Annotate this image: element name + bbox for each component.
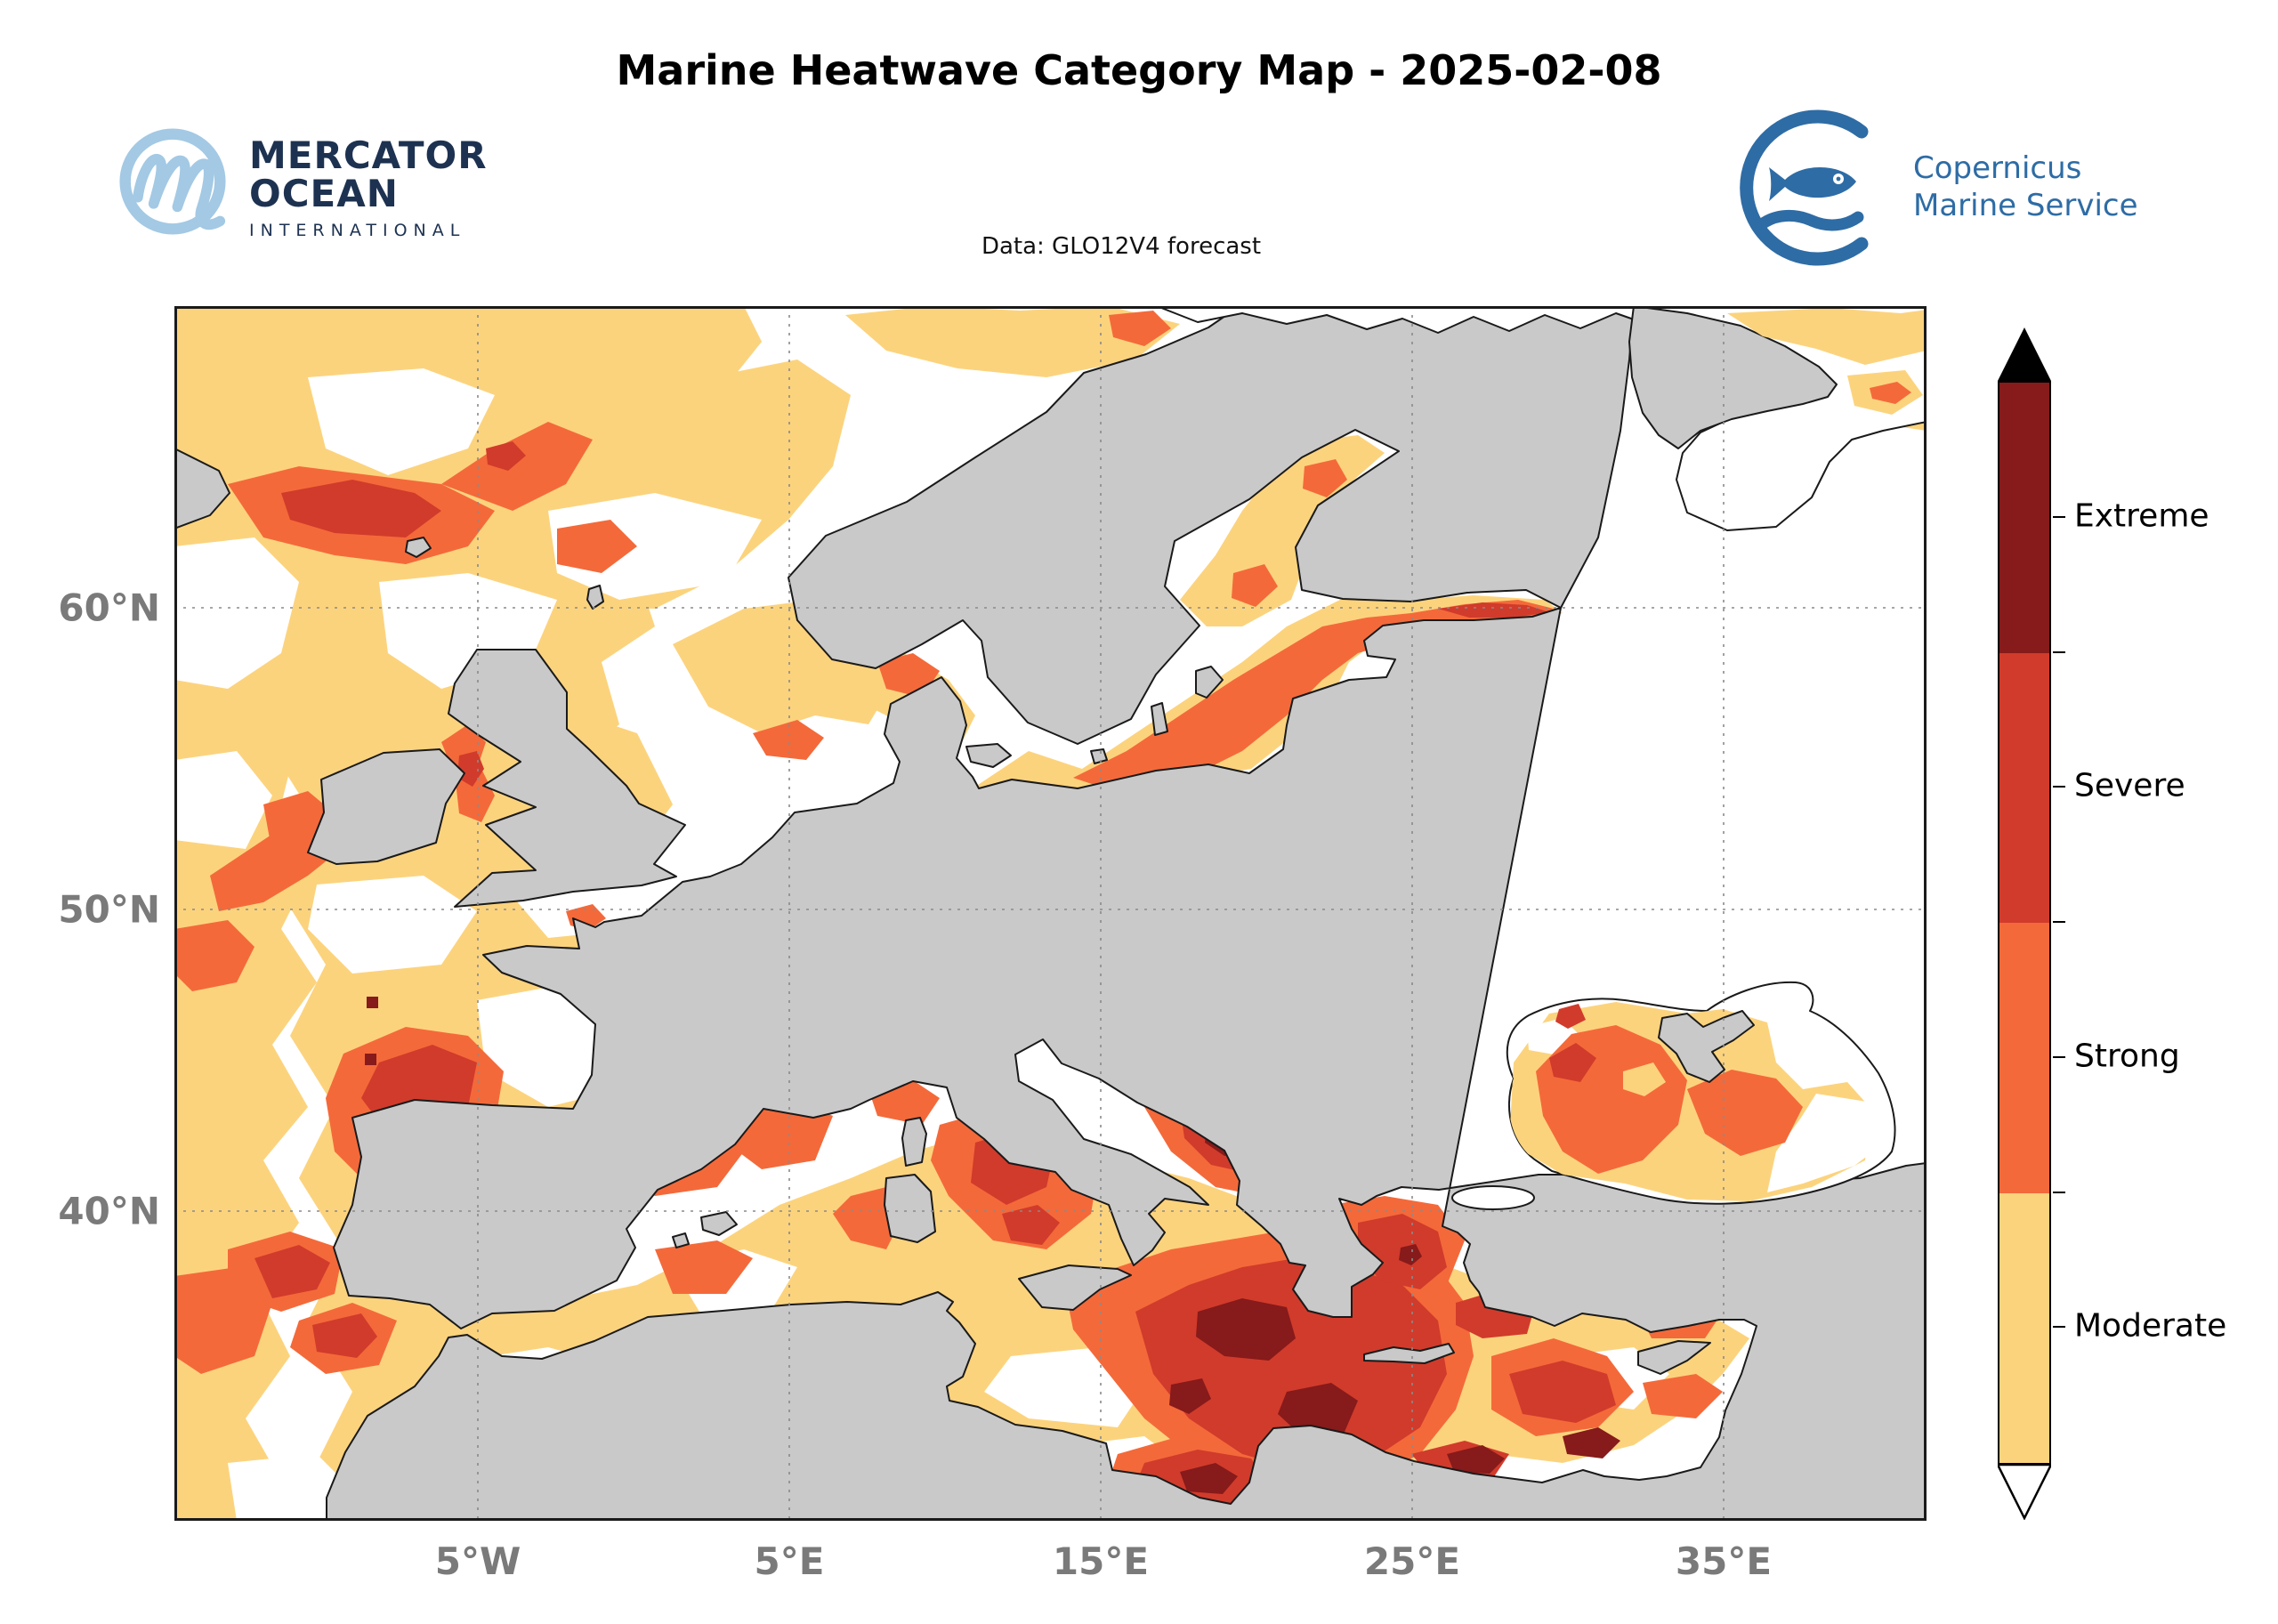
colorbar-segment-moderate (1999, 1192, 2049, 1463)
colorbar-tick (2053, 1326, 2065, 1329)
land-iceland-edge (174, 448, 230, 529)
colorbar-label-strong: Strong (2074, 1038, 2180, 1075)
x-tick-label: 15°E (1052, 1539, 1150, 1583)
mercator-line2: OCEAN (249, 171, 399, 215)
land-crimea (1658, 1010, 1755, 1083)
copernicus-wordmark: Copernicus Marine Service (1913, 149, 2138, 225)
land-europe-africa (326, 607, 1927, 1521)
colorbar-tick (2053, 1055, 2065, 1058)
page-title: Marine Heatwave Category Map - 2025-02-0… (616, 46, 1662, 94)
copernicus-fish-icon (1740, 109, 1869, 266)
colorbar-segment-extreme (1999, 383, 2049, 653)
colorbar-segment-severe (1999, 652, 2049, 923)
copernicus-line1: Copernicus (1913, 149, 2082, 186)
colorbar-bar (1998, 381, 2051, 1465)
land-sardinia (884, 1174, 936, 1243)
black-sea-heatwave (1509, 1002, 1885, 1201)
land-shetland (586, 585, 604, 610)
colorbar-under-arrow-icon (1995, 1463, 2054, 1521)
x-tick-label: 35°E (1675, 1539, 1773, 1583)
y-tick-label: 40°N (58, 1189, 160, 1233)
land-bornholm (1090, 748, 1108, 764)
colorbar-tick (2053, 515, 2065, 518)
mercator-line1: MERCATOR (249, 133, 488, 177)
colorbar-label-severe: Severe (2074, 767, 2185, 804)
colorbar-tick (2053, 650, 2065, 653)
x-tick-label: 5°W (434, 1539, 521, 1583)
land-oland (1151, 702, 1168, 736)
colorbar-label-moderate: Moderate (2074, 1307, 2227, 1345)
colorbar-tick (2053, 921, 2065, 923)
heatwave-extreme-patches (365, 997, 1620, 1494)
land-corsica (901, 1117, 927, 1167)
heatwave-map (174, 306, 1927, 1521)
land-danish-isles (965, 743, 1012, 768)
colorbar-tick (2053, 786, 2065, 788)
mercator-line3: INTERNATIONAL (249, 220, 466, 240)
arctic-seas (1156, 306, 1927, 531)
land-faroe (405, 537, 432, 558)
land-crete (1363, 1343, 1455, 1364)
category-colorbar: Extreme Severe Strong Moderate (1995, 327, 2226, 1523)
data-source-note: Data: GLO12V4 forecast (981, 233, 1262, 260)
land-sicily (1018, 1264, 1132, 1311)
land-kola (1628, 306, 1838, 449)
land-scandinavia (788, 306, 1635, 745)
mercator-wordmark: MERCATOR OCEAN INTERNATIONAL (249, 133, 488, 240)
colorbar-label-extreme: Extreme (2074, 497, 2209, 535)
land-cyprus (1637, 1340, 1711, 1375)
x-tick-label: 25°E (1363, 1539, 1461, 1583)
mercator-ocean-logo: MERCATOR OCEAN INTERNATIONAL (116, 125, 488, 239)
mercator-logo-icon (119, 128, 226, 235)
y-tick-label: 60°N (58, 586, 160, 630)
copernicus-line2: Marine Service (1913, 188, 2138, 223)
map-canvas (174, 306, 1927, 1521)
colorbar-tick (2053, 1191, 2065, 1193)
land-gotland (1195, 666, 1224, 699)
land-ibiza (672, 1232, 690, 1248)
y-tick-label: 50°N (58, 887, 160, 932)
land-mallorca (700, 1211, 738, 1236)
sea-marmara (1451, 1185, 1535, 1210)
land-great-britain (448, 649, 686, 908)
land-ireland (307, 748, 465, 865)
graticule (174, 306, 1927, 1521)
landmasses (174, 306, 1927, 1521)
black-sea-group (1451, 981, 1896, 1210)
map-border (174, 306, 1927, 1521)
colorbar-segment-strong (1999, 923, 2049, 1193)
mercator-m-glyph (133, 154, 226, 230)
colorbar-over-arrow-icon (1998, 327, 2051, 381)
x-tick-label: 5°E (754, 1539, 825, 1583)
copernicus-logo: Copernicus Marine Service (1726, 98, 2138, 276)
